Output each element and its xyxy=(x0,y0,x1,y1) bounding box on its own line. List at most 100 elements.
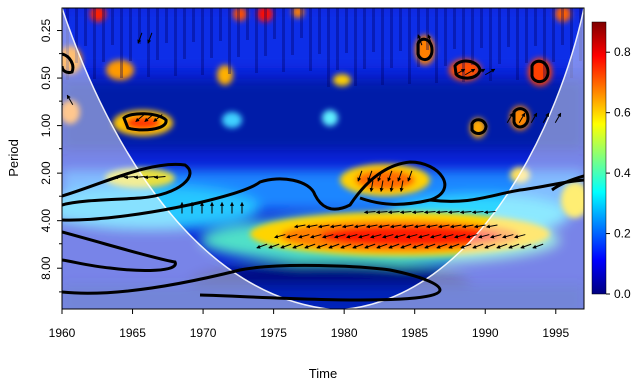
phase-arrow xyxy=(316,243,328,249)
streak xyxy=(543,8,546,79)
y-tick-label: 4.00 xyxy=(39,209,53,233)
streak xyxy=(264,8,267,56)
streak xyxy=(210,8,213,58)
phase-arrow xyxy=(66,94,74,106)
streak xyxy=(516,8,519,80)
phase-arrow xyxy=(401,224,414,229)
phase-arrow xyxy=(407,170,413,182)
streak xyxy=(228,8,231,74)
streak xyxy=(66,8,69,80)
phase-arrow xyxy=(461,224,474,229)
streak xyxy=(336,8,339,70)
streak xyxy=(372,8,375,52)
streak xyxy=(84,8,87,46)
x-tick-label: 1990 xyxy=(472,326,499,340)
phase-arrow xyxy=(436,243,448,249)
y-tick-label: 0.25 xyxy=(39,19,53,43)
phase-arrow xyxy=(484,68,496,76)
phase-arrow xyxy=(397,170,403,182)
phase-arrow xyxy=(376,243,388,249)
phase-arrow xyxy=(363,210,376,215)
phase-arrow xyxy=(113,175,126,180)
phase-arrow xyxy=(305,224,318,229)
phase-arrow xyxy=(459,210,472,215)
streak-texture xyxy=(66,8,582,87)
phase-arrow xyxy=(554,112,562,124)
streak xyxy=(354,8,357,86)
phase-arrow xyxy=(147,32,153,44)
phase-arrow xyxy=(389,224,402,229)
streak xyxy=(273,8,276,39)
patch-1965-p1-red xyxy=(125,116,161,130)
phase-arrow xyxy=(520,243,532,249)
streak xyxy=(318,8,321,54)
patch-top-1974b xyxy=(257,8,273,22)
phase-arrow xyxy=(135,114,145,122)
streak xyxy=(390,8,393,68)
phase-arrow xyxy=(435,210,448,215)
phase-arrow xyxy=(454,234,466,239)
phase-arrow xyxy=(341,224,354,229)
streak xyxy=(525,8,528,63)
phase-arrow xyxy=(358,234,370,239)
streak xyxy=(201,8,204,75)
phase-arrow xyxy=(472,243,484,249)
broad-power-regions xyxy=(62,8,584,309)
x-axis: 1960 1965 1970 1975 1980 1985 1990 1995 xyxy=(49,309,569,340)
colorbar-tick-label: 0.2 xyxy=(614,227,631,241)
streak xyxy=(399,8,402,51)
contour-1985 xyxy=(416,37,434,61)
phase-arrow xyxy=(346,234,358,239)
streak xyxy=(156,8,159,60)
streak xyxy=(219,8,222,41)
x-tick-label: 1985 xyxy=(401,326,428,340)
streak xyxy=(282,8,285,72)
contour-lower-band xyxy=(62,230,442,302)
cone-of-influence-line xyxy=(62,8,584,309)
y-tick-label: 0.50 xyxy=(39,66,53,90)
streak xyxy=(75,8,78,63)
phase-arrow xyxy=(268,243,280,249)
x-tick-label: 1995 xyxy=(542,326,569,340)
phase-arrow xyxy=(442,234,454,239)
contour-top-left xyxy=(62,52,75,74)
x-tick-label: 1970 xyxy=(190,326,217,340)
patch-1960-p1 xyxy=(62,100,80,124)
phase-arrow xyxy=(423,210,436,215)
patch-1970-p1 xyxy=(222,112,242,128)
phase-arrow xyxy=(448,243,460,249)
phase-arrow xyxy=(473,224,486,229)
streak xyxy=(408,8,411,84)
streak xyxy=(345,8,348,53)
streak xyxy=(579,8,582,61)
phase-arrow xyxy=(377,224,390,229)
streak xyxy=(174,8,177,76)
phase-arrow xyxy=(286,234,298,239)
phase-arrow xyxy=(298,234,310,239)
phase-arrow xyxy=(352,243,364,249)
y-tick-label: 1.00 xyxy=(39,114,53,138)
phase-arrow xyxy=(425,224,438,229)
streak xyxy=(561,8,564,45)
streak xyxy=(363,8,366,69)
phase-arrow xyxy=(370,234,382,239)
phase-arrow xyxy=(474,68,486,76)
phase-arrow xyxy=(329,224,342,229)
y-axis: 0.25 0.50 1.00 2.00 4.00 8.00 xyxy=(39,19,62,293)
streak xyxy=(183,8,186,59)
phase-arrow xyxy=(364,243,376,249)
phase-arrow xyxy=(464,68,476,76)
phase-arrow xyxy=(460,243,472,249)
phase-arrow xyxy=(153,114,163,122)
streak xyxy=(309,8,312,71)
phase-arrow xyxy=(133,175,146,180)
streak xyxy=(138,8,141,44)
phase-arrow xyxy=(514,234,526,239)
phase-arrow xyxy=(542,112,550,124)
streak xyxy=(462,8,465,82)
colorbar-tick-label: 0.0 xyxy=(614,287,631,301)
phase-arrows xyxy=(62,32,562,249)
streak xyxy=(507,8,510,47)
contour-1965 xyxy=(122,112,168,132)
